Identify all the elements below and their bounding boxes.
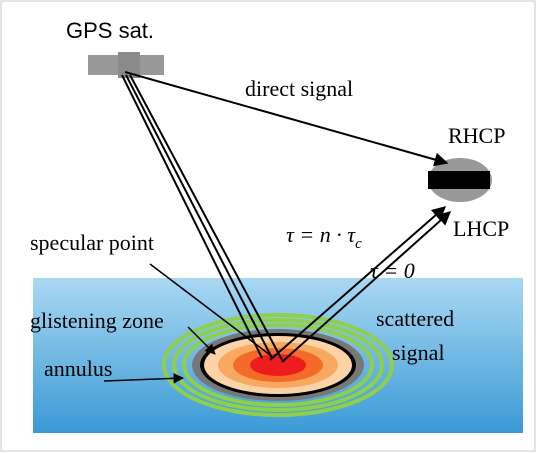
satellite-label: GPS sat.	[66, 18, 154, 43]
scattered-signal-line1: scattered	[376, 306, 454, 331]
tau-n-main: τ = n · τ	[286, 222, 356, 247]
direct-signal-label: direct signal	[245, 76, 353, 101]
rhcp-label: RHCP	[448, 123, 505, 148]
glistening-zone-label: glistening zone	[30, 308, 164, 333]
scattered-signal-line2: signal	[392, 340, 445, 365]
tau-n-sub: c	[355, 236, 362, 252]
specular-point-label: specular point	[30, 230, 154, 255]
lhcp-label: LHCP	[453, 216, 509, 241]
receiver	[428, 158, 492, 202]
satellite	[88, 52, 164, 78]
annulus-label: annulus	[44, 356, 112, 381]
diagram: GPS sat. direct signal RHCP LHCP τ = n ·…	[0, 0, 537, 453]
tau-0-label: τ = 0	[370, 258, 415, 283]
glistening-ellipses	[164, 315, 392, 415]
